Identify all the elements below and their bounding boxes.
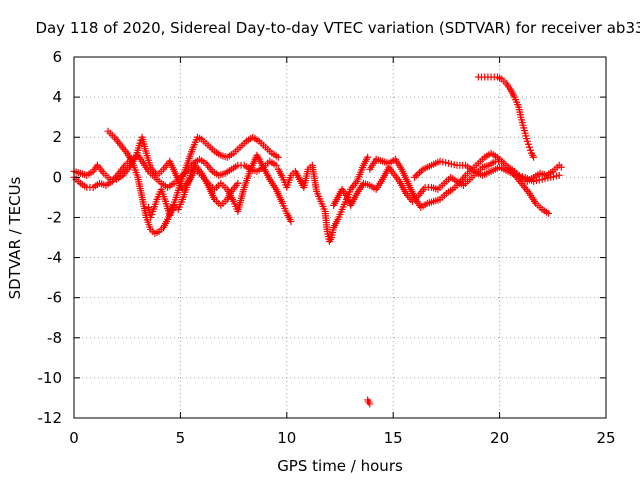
- plot-frame: [73, 56, 607, 419]
- y-tick-label: -10: [38, 369, 63, 387]
- data-point: [410, 173, 418, 181]
- data-point: [272, 161, 280, 169]
- y-tick-label: -8: [47, 329, 62, 347]
- x-tick-label: 0: [69, 429, 79, 447]
- y-tick-label: -4: [47, 249, 62, 267]
- data-point: [364, 153, 372, 161]
- data-point: [545, 209, 553, 217]
- y-tick-label: -2: [47, 208, 62, 226]
- series-track-e: [274, 153, 372, 246]
- points-layer: [70, 73, 565, 408]
- series-outlier: [364, 396, 374, 408]
- x-tick-label: 10: [277, 429, 296, 447]
- data-point: [530, 153, 538, 161]
- series-track-d: [144, 161, 242, 221]
- data-point: [526, 146, 534, 154]
- data-point: [412, 172, 420, 180]
- data-point: [417, 167, 425, 175]
- y-tick-label: 2: [52, 128, 62, 146]
- y-axis-label: SDTVAR / TECUs: [6, 176, 24, 299]
- x-tick-label: 5: [176, 429, 186, 447]
- data-point: [557, 163, 565, 171]
- data-point: [523, 137, 531, 145]
- x-axis-label: GPS time / hours: [277, 457, 403, 475]
- y-tick-label: 0: [52, 168, 62, 186]
- data-point: [274, 153, 282, 161]
- data-point: [287, 217, 295, 225]
- y-tick-label: -12: [38, 409, 63, 427]
- data-point: [555, 171, 563, 179]
- y-tick-label: 6: [52, 48, 62, 66]
- series-track-h: [410, 157, 563, 185]
- y-tick-label: 4: [52, 88, 62, 106]
- data-point: [524, 140, 532, 148]
- x-tick-label: 15: [384, 429, 403, 447]
- data-point: [365, 398, 373, 406]
- data-point: [414, 170, 422, 178]
- ticks-layer: 0 5 10 15 20 25 -12 -10 -8 -6 -4 -2 0 2 4 6: [38, 48, 616, 447]
- data-point: [416, 169, 424, 177]
- data-point: [147, 213, 155, 221]
- x-tick-label: 20: [490, 429, 509, 447]
- y-tick-label: -6: [47, 289, 62, 307]
- data-point: [525, 143, 533, 151]
- chart-title: Day 118 of 2020, Sidereal Day-to-day VTE…: [35, 19, 640, 37]
- series-track-i: [474, 73, 538, 161]
- x-tick-label: 25: [596, 429, 615, 447]
- data-point: [234, 179, 242, 187]
- data-point: [136, 139, 144, 147]
- data-point: [148, 210, 156, 218]
- series-track-b: [104, 127, 282, 237]
- grid-layer: [74, 57, 606, 418]
- series-track-g: [366, 149, 553, 217]
